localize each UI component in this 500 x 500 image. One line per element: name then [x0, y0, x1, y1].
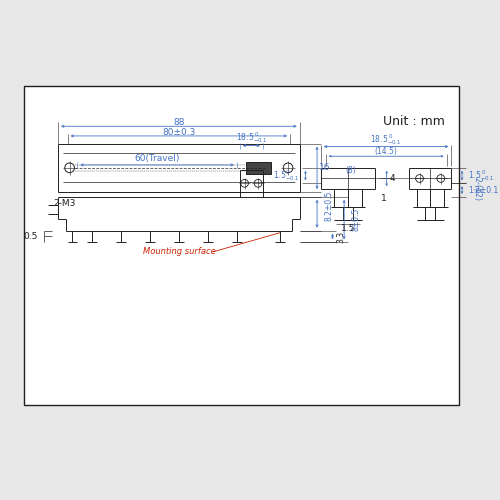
Text: 16: 16 — [319, 164, 330, 172]
Text: (8): (8) — [346, 166, 356, 175]
Text: 1.5$^{\ 0}_{-0.1}$: 1.5$^{\ 0}_{-0.1}$ — [468, 168, 494, 183]
Text: 60(Travel): 60(Travel) — [134, 154, 180, 162]
Text: 0.5: 0.5 — [24, 232, 38, 241]
Text: 88: 88 — [173, 118, 184, 127]
Text: 1.5: 1.5 — [341, 224, 355, 233]
Text: 1: 1 — [381, 194, 386, 203]
Text: 4: 4 — [390, 174, 396, 183]
Text: 3.3: 3.3 — [336, 230, 345, 242]
Text: 8±0.5: 8±0.5 — [351, 208, 360, 231]
Text: 2-($\phi$2): 2-($\phi$2) — [471, 176, 484, 201]
Text: (14.5): (14.5) — [374, 147, 398, 156]
Text: 1.2±0.1: 1.2±0.1 — [468, 186, 498, 194]
Text: Unit : mm: Unit : mm — [383, 114, 444, 128]
Bar — [24, 86, 459, 404]
Text: Mounting surface: Mounting surface — [143, 248, 216, 256]
Bar — [246, 162, 270, 173]
Text: 80±0.3: 80±0.3 — [162, 128, 196, 136]
Text: 2-M3: 2-M3 — [53, 199, 76, 208]
Text: 1.5$^{0}_{-0.1}$: 1.5$^{0}_{-0.1}$ — [273, 168, 299, 183]
Text: 18.5$^{\ 0}_{-0.1}$: 18.5$^{\ 0}_{-0.1}$ — [236, 130, 267, 146]
Text: 8.2±0.5: 8.2±0.5 — [324, 191, 333, 221]
Text: 18.5$^{\ 0}_{-0.1}$: 18.5$^{\ 0}_{-0.1}$ — [370, 132, 402, 148]
